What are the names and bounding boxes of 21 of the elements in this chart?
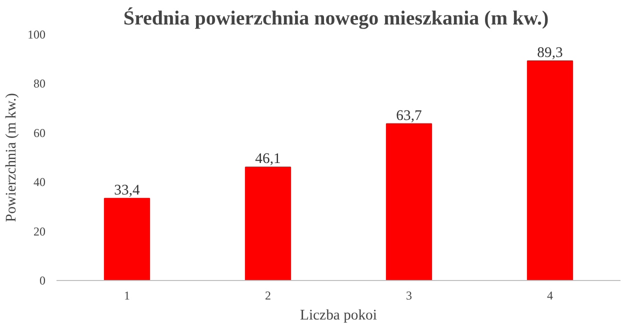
data-label: 63,7 (396, 108, 422, 124)
bar (244, 166, 292, 280)
y-tick-label: 100 (28, 28, 46, 42)
x-tick-label: 2 (265, 288, 271, 302)
data-label: 46,1 (255, 151, 281, 168)
bar (526, 60, 574, 280)
chart-title: Średnia powierzchnia nowego mieszkania (m kw.) (123, 6, 549, 30)
y-tick-label: 0 (40, 274, 46, 288)
bar (104, 198, 150, 280)
x-tick-label: 1 (124, 288, 130, 302)
x-tick-label: 4 (547, 288, 553, 302)
y-tick-label: 20 (34, 224, 46, 238)
y-tick-label: 40 (34, 175, 46, 190)
data-label: 33,4 (114, 182, 140, 198)
data-label: 89,3 (537, 44, 563, 61)
x-axis-title: Liczba pokoi (300, 308, 377, 324)
y-axis-title: Powierzchnia (m kw.) (4, 92, 20, 222)
x-tick-label: 3 (406, 288, 412, 302)
y-tick-label: 60 (34, 126, 46, 140)
y-tick-label: 80 (34, 76, 46, 91)
bar (386, 123, 432, 280)
